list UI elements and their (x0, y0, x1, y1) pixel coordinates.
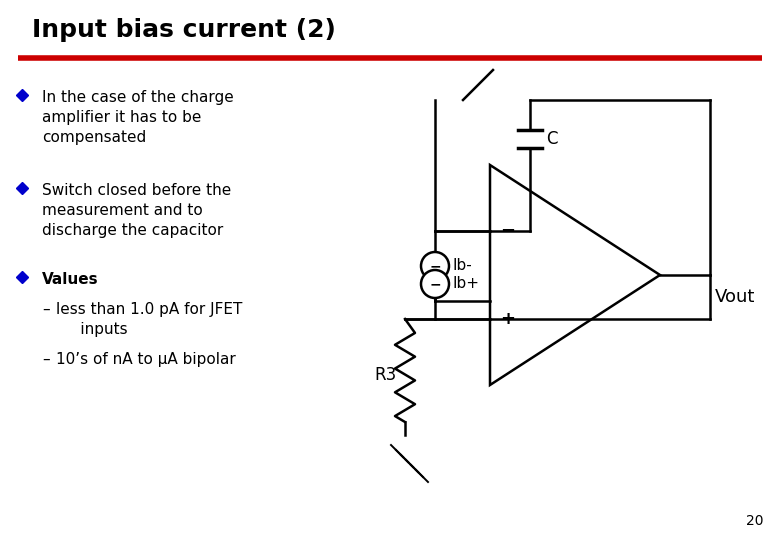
Text: +: + (501, 310, 516, 328)
Text: R3: R3 (374, 366, 397, 383)
Text: C: C (546, 130, 558, 148)
Text: Switch closed before the
measurement and to
discharge the capacitor: Switch closed before the measurement and… (42, 183, 231, 238)
Circle shape (421, 252, 449, 280)
Circle shape (421, 270, 449, 298)
Text: –: – (42, 302, 50, 317)
Text: Values: Values (42, 272, 98, 287)
Text: Ib+: Ib+ (453, 276, 480, 292)
Text: −: − (429, 277, 441, 291)
Text: Ib-: Ib- (453, 259, 473, 273)
Text: less than 1.0 pA for JFET
     inputs: less than 1.0 pA for JFET inputs (56, 302, 243, 337)
Text: 10’s of nA to μA bipolar: 10’s of nA to μA bipolar (56, 352, 236, 367)
Text: Input bias current (2): Input bias current (2) (32, 18, 336, 42)
Text: −: − (429, 259, 441, 273)
Text: −: − (501, 222, 516, 240)
Text: Vout: Vout (715, 288, 755, 306)
Text: 20: 20 (746, 514, 764, 528)
Text: –: – (42, 352, 50, 367)
Text: In the case of the charge
amplifier it has to be
compensated: In the case of the charge amplifier it h… (42, 90, 234, 145)
